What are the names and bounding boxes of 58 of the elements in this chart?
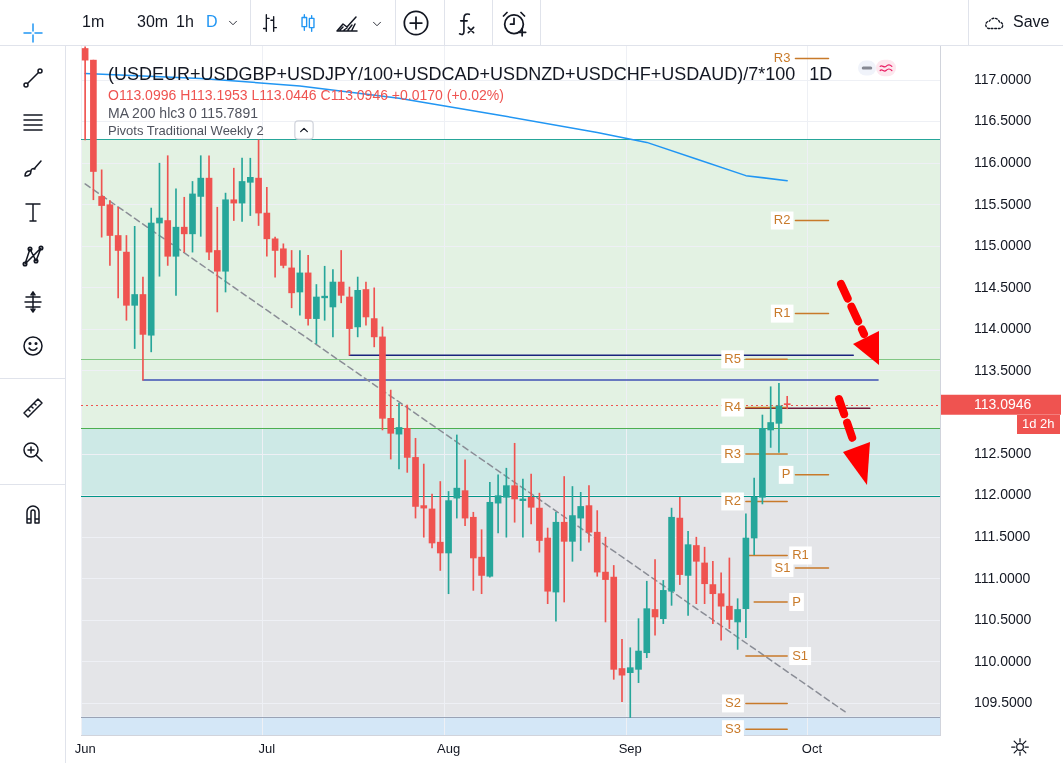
- text: 30m: [137, 13, 169, 32]
- candlestick: [560, 476, 568, 603]
- y-tick-label: 111.5000: [974, 528, 1031, 545]
- x-tick-label: Jun: [74, 741, 96, 757]
- annotation: Pivots Traditional Weekly 2: [108, 123, 264, 139]
- text: 1m: [82, 13, 105, 32]
- y-tick-label: 111.0000: [974, 569, 1031, 586]
- candlestick: [717, 572, 725, 641]
- text: Save: [1013, 13, 1050, 32]
- series-label: R1: [792, 547, 809, 563]
- candlestick: [436, 481, 444, 571]
- series-label: R2: [724, 493, 741, 509]
- candlestick: [453, 434, 461, 519]
- series-label: R2: [773, 212, 791, 228]
- x-tick-label: Jul: [258, 741, 276, 757]
- candlestick: [246, 157, 254, 216]
- y-tick-label: 114.5000: [974, 278, 1032, 295]
- y-tick-label: 115.0000: [974, 237, 1032, 254]
- y-tick-label: 115.5000: [974, 195, 1032, 212]
- candlestick: [783, 395, 791, 410]
- series-label: S3: [724, 720, 741, 736]
- candlestick: [114, 206, 122, 299]
- series-label: R3: [773, 50, 791, 66]
- text: 1d 2h: [1017, 415, 1060, 434]
- text: D: [206, 13, 218, 32]
- y-tick-label: 114.0000: [974, 320, 1032, 337]
- candlestick: [230, 167, 238, 221]
- series-label: R4: [724, 399, 741, 415]
- candlestick: [709, 560, 717, 624]
- text: 1h: [176, 13, 194, 32]
- series-label: R3: [724, 445, 741, 461]
- text: (USDEUR+USDGBP+USDJPY/100+USDCAD+USDNZD+USDCHF+USDAUD)/7*100: [108, 64, 796, 84]
- y-tick-label: 113.5000: [974, 361, 1032, 378]
- series-label: R1: [773, 305, 791, 321]
- text: 1D: [809, 64, 833, 84]
- annotation: MA 200 hlc3 0 115.7891: [108, 105, 258, 122]
- y-tick-label: 116.0000: [974, 154, 1032, 171]
- x-tick-label: Sep: [618, 741, 642, 757]
- y-tick-label: 112.0000: [974, 486, 1032, 503]
- y-tick-label: 109.5000: [974, 694, 1033, 711]
- series-label: P: [781, 466, 791, 482]
- series-label: P: [792, 593, 801, 609]
- y-tick-label: 112.5000: [974, 444, 1032, 461]
- ref-line-label: 113.0946: [974, 395, 1032, 412]
- candlestick: [213, 206, 221, 313]
- y-tick-label: 110.0000: [974, 652, 1032, 669]
- series-label: S2: [724, 695, 741, 710]
- y-tick-label: 117.0000: [974, 70, 1032, 87]
- y-tick-label: 116.5000: [974, 112, 1032, 129]
- candlestick: [527, 473, 535, 525]
- series-label: S1: [774, 559, 791, 575]
- candlestick: [131, 226, 139, 349]
- x-tick-label: Oct: [801, 741, 823, 757]
- y-tick-label: 110.5000: [974, 611, 1032, 628]
- series-label: S1: [792, 647, 809, 663]
- series-label: R5: [724, 350, 741, 366]
- x-tick-label: Aug: [436, 741, 461, 757]
- candlestick: [180, 196, 188, 253]
